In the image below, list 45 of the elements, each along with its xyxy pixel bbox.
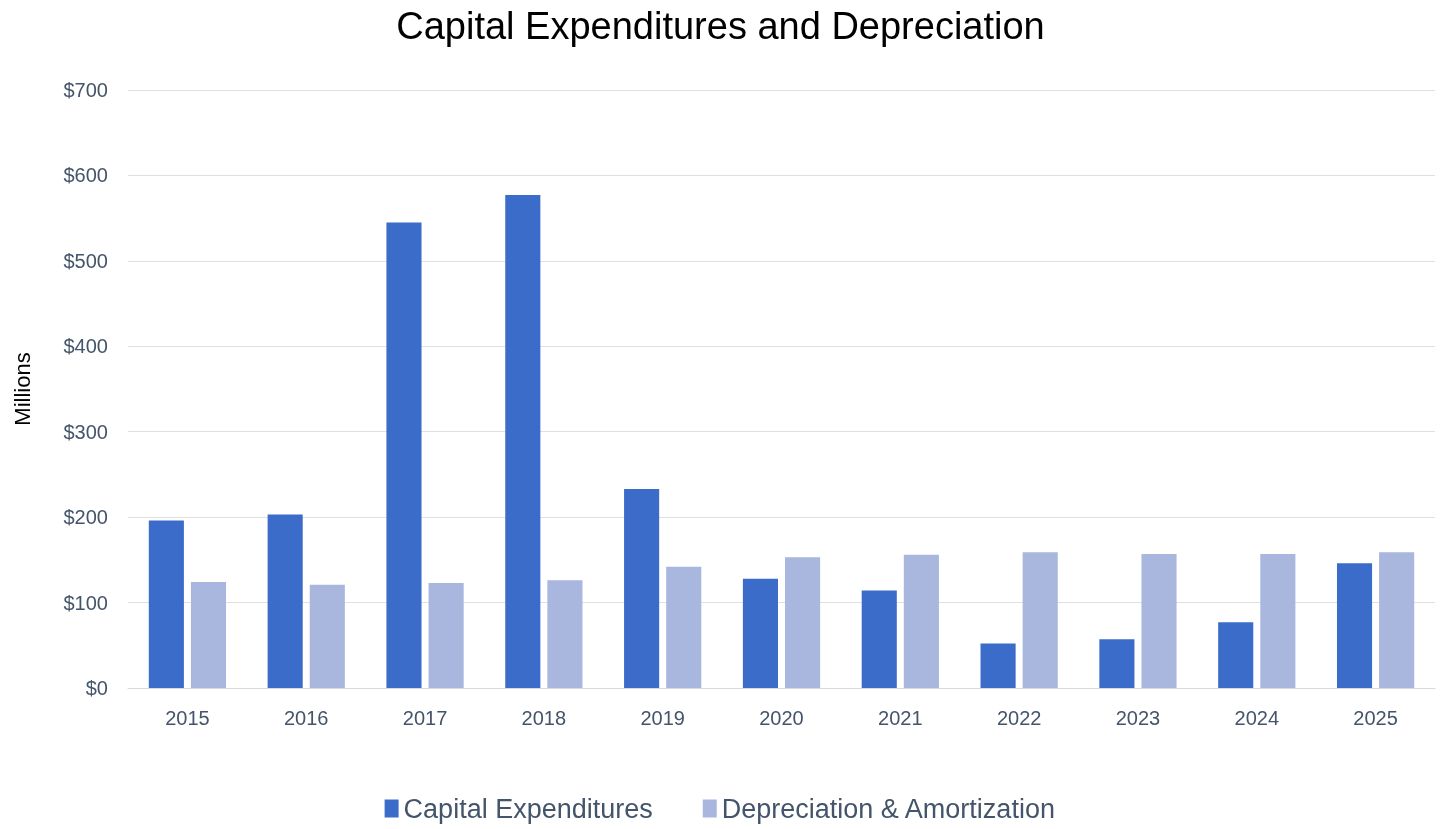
y-axis-title: Millions [9,352,35,426]
bar [190,582,227,688]
bar [1336,563,1373,688]
bar [428,582,464,688]
y-tick-label: $700 [63,79,108,101]
x-tick-label: 2019 [640,707,685,729]
y-tick-label: $300 [63,420,108,443]
y-tick-label: $100 [63,591,108,614]
bar [742,578,778,688]
x-tick-label: 2024 [1234,707,1280,729]
x-tick-label: 2025 [1353,707,1398,729]
legend-label: Capital Expenditures [403,793,653,824]
x-tick-label: 2021 [878,707,923,729]
bar [666,566,702,688]
bar [148,520,184,688]
y-tick-label: $500 [63,249,108,272]
x-tick-label: 2015 [165,707,210,729]
bar [1022,552,1058,688]
chart-title: Capital Expenditures and Depreciation [396,5,1045,47]
y-tick-label: $200 [63,506,108,529]
bar [861,590,897,688]
y-tick-label: $400 [63,335,108,358]
x-tick-label: 2016 [283,707,329,729]
bar [1379,552,1415,688]
bar [1218,622,1254,688]
bar [1099,639,1135,688]
bar [547,580,583,688]
bar [1141,553,1177,688]
bar [980,643,1016,688]
bar [505,195,541,688]
y-tick-label: $0 [85,677,108,699]
x-tick-label: 2018 [521,707,567,729]
x-tick-label: 2022 [996,707,1042,729]
bar [386,222,422,688]
x-tick-label: 2023 [1115,707,1161,729]
bar [903,554,939,688]
bar [624,488,660,688]
x-tick-label: 2017 [402,707,448,729]
bar [309,584,345,688]
legend-label: Depreciation & Amortization [721,793,1055,824]
bar [1260,553,1296,688]
bar [267,514,303,688]
bar [785,557,821,688]
y-tick-label: $600 [63,164,108,187]
x-tick-label: 2020 [759,707,804,729]
